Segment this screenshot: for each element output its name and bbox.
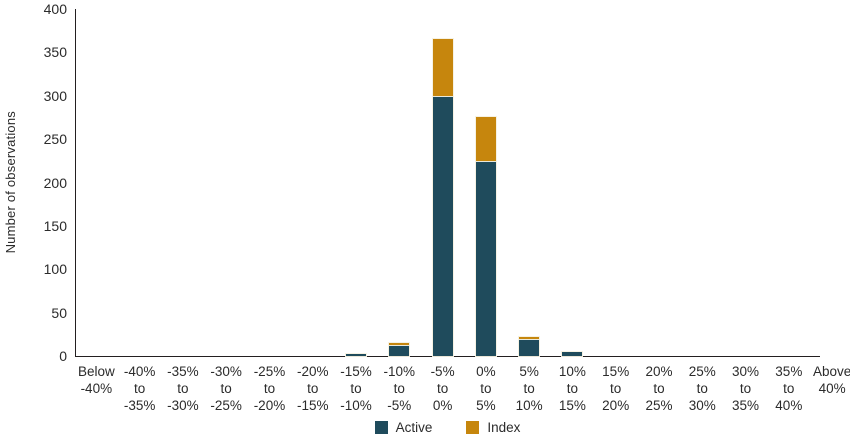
x-tick-label-line: -35% <box>167 364 199 379</box>
y-tick-label: 250 <box>43 131 67 148</box>
x-tick-label: -5% to 0% <box>411 363 475 414</box>
x-axis-line <box>75 356 820 357</box>
x-tick-label: -10% to -5% <box>367 363 431 414</box>
x-tick-label-line: to <box>436 381 449 396</box>
x-tick-label: 30% to 35% <box>714 363 778 414</box>
x-tick-label-line: to <box>739 381 752 396</box>
y-tick-label: 50 <box>51 304 67 321</box>
x-tick-label-line: to <box>566 381 579 396</box>
x-tick-label-line: 10% <box>515 398 543 413</box>
x-tick-label-line: 25% <box>688 364 716 379</box>
x-tick-label-line: -15% <box>296 398 329 413</box>
x-tick-label-line: to <box>480 381 492 396</box>
x-tick-label: 15% to 20% <box>584 363 648 414</box>
bar-segment-active <box>519 338 540 356</box>
legend-swatch-index <box>466 421 480 434</box>
x-tick-label-line: 20% <box>645 364 673 379</box>
x-tick-label-line: 35% <box>775 364 803 379</box>
x-tick-label-line: to <box>133 381 146 396</box>
bar-segment-active <box>432 95 453 356</box>
x-tick-label-line: -10% <box>340 398 372 413</box>
x-tick-label-line: -40% <box>80 381 113 396</box>
x-tick-label-line: to <box>307 381 319 396</box>
y-tick-label: 100 <box>43 261 67 278</box>
x-tick-label-line: -10% <box>383 364 416 379</box>
x-tick-label-line: -15% <box>340 364 372 379</box>
bar-segment-active <box>389 344 410 356</box>
x-tick-label-line: -30% <box>167 398 199 413</box>
x-tick-label: 25% to 30% <box>670 363 734 414</box>
y-tick-label: 200 <box>43 174 67 191</box>
x-tick-label-line: 30% <box>732 364 760 379</box>
legend-label-active: Active <box>395 420 433 435</box>
x-tick-label-line: 5% <box>519 364 539 379</box>
y-tick-label: 150 <box>43 217 67 234</box>
x-tick-label-line: -5% <box>430 364 455 379</box>
y-tick-label: 350 <box>43 44 67 61</box>
x-tick-label: -30% to -25% <box>194 363 258 414</box>
x-tick-label-line: -30% <box>210 364 242 379</box>
x-tick-label-line: to <box>263 381 276 396</box>
x-tick-label-line: to <box>523 381 535 396</box>
bar-segment-active <box>475 160 496 356</box>
x-tick-label-line: Above <box>812 364 850 379</box>
x-tick-label-line: 5% <box>476 398 496 413</box>
bar-segment-active <box>562 351 583 356</box>
y-tick-label: 400 <box>43 1 67 17</box>
y-tick-label: 300 <box>43 87 67 104</box>
x-tick-label: -20% to -15% <box>281 363 345 414</box>
x-tick-label-line: to <box>220 381 232 396</box>
x-tick-label-line: 40% <box>775 398 803 413</box>
legend-item-active: Active <box>374 420 433 435</box>
x-tick-label-line: -35% <box>123 398 156 413</box>
legend: Active Index <box>75 420 820 435</box>
x-tick-label: -35% to -30% <box>151 363 215 414</box>
x-tick-label-line: to <box>610 381 622 396</box>
x-tick-label-line: Below <box>77 364 115 379</box>
x-tick-label: 20% to 25% <box>627 363 691 414</box>
x-tick-label: 5% to 10% <box>497 363 561 414</box>
x-tick-label: Below -40% <box>64 363 128 397</box>
x-tick-label: Above 40% <box>800 363 850 397</box>
x-tick-label: -15% to -10% <box>324 363 388 414</box>
x-tick-label-line: -25% <box>210 398 242 413</box>
bar-segment-index <box>519 336 540 339</box>
bar-segment-index <box>389 342 410 345</box>
x-tick-label-line: 35% <box>732 398 760 413</box>
x-tick-label-line: -20% <box>296 364 329 379</box>
x-tick-label-line: 0% <box>476 364 496 379</box>
x-tick-label: -40% to -35% <box>108 363 172 414</box>
x-tick-label-line: 30% <box>688 398 716 413</box>
legend-label-index: Index <box>487 420 521 435</box>
x-tick-label-line: to <box>653 381 665 396</box>
legend-item-index: Index <box>466 420 520 435</box>
x-tick-label-line: 20% <box>602 398 630 413</box>
x-tick-label: 35% to 40% <box>757 363 821 414</box>
x-tick-label-line: -25% <box>253 364 286 379</box>
x-tick-label: -25% to -20% <box>237 363 301 414</box>
y-axis-line <box>75 9 76 356</box>
x-tick-label: 10% to 15% <box>540 363 604 414</box>
x-tick-label-line: 40% <box>818 381 846 396</box>
x-tick-label-line: 15% <box>602 364 630 379</box>
x-tick-label-line: to <box>783 381 795 396</box>
x-tick-label-line: 0% <box>432 398 453 413</box>
x-tick-label-line: 25% <box>645 398 673 413</box>
bar-segment-index <box>475 117 496 161</box>
x-tick-label-line: to <box>177 381 189 396</box>
x-tick-label-line: 15% <box>558 398 586 413</box>
bar-segment-active <box>346 354 367 356</box>
x-tick-label-line: to <box>350 381 362 396</box>
x-tick-label: 0% to 5% <box>454 363 518 414</box>
x-tick-label-line: -20% <box>253 398 286 413</box>
x-tick-label-line: to <box>696 381 708 396</box>
x-tick-label-line: -5% <box>387 398 412 413</box>
x-tick-label-line: -40% <box>123 364 156 379</box>
legend-swatch-active <box>374 421 388 434</box>
bar-segment-index <box>432 39 453 96</box>
x-tick-label-line: to <box>393 381 405 396</box>
x-tick-label-line: 10% <box>558 364 586 379</box>
y-tick-label: 0 <box>59 348 67 364</box>
